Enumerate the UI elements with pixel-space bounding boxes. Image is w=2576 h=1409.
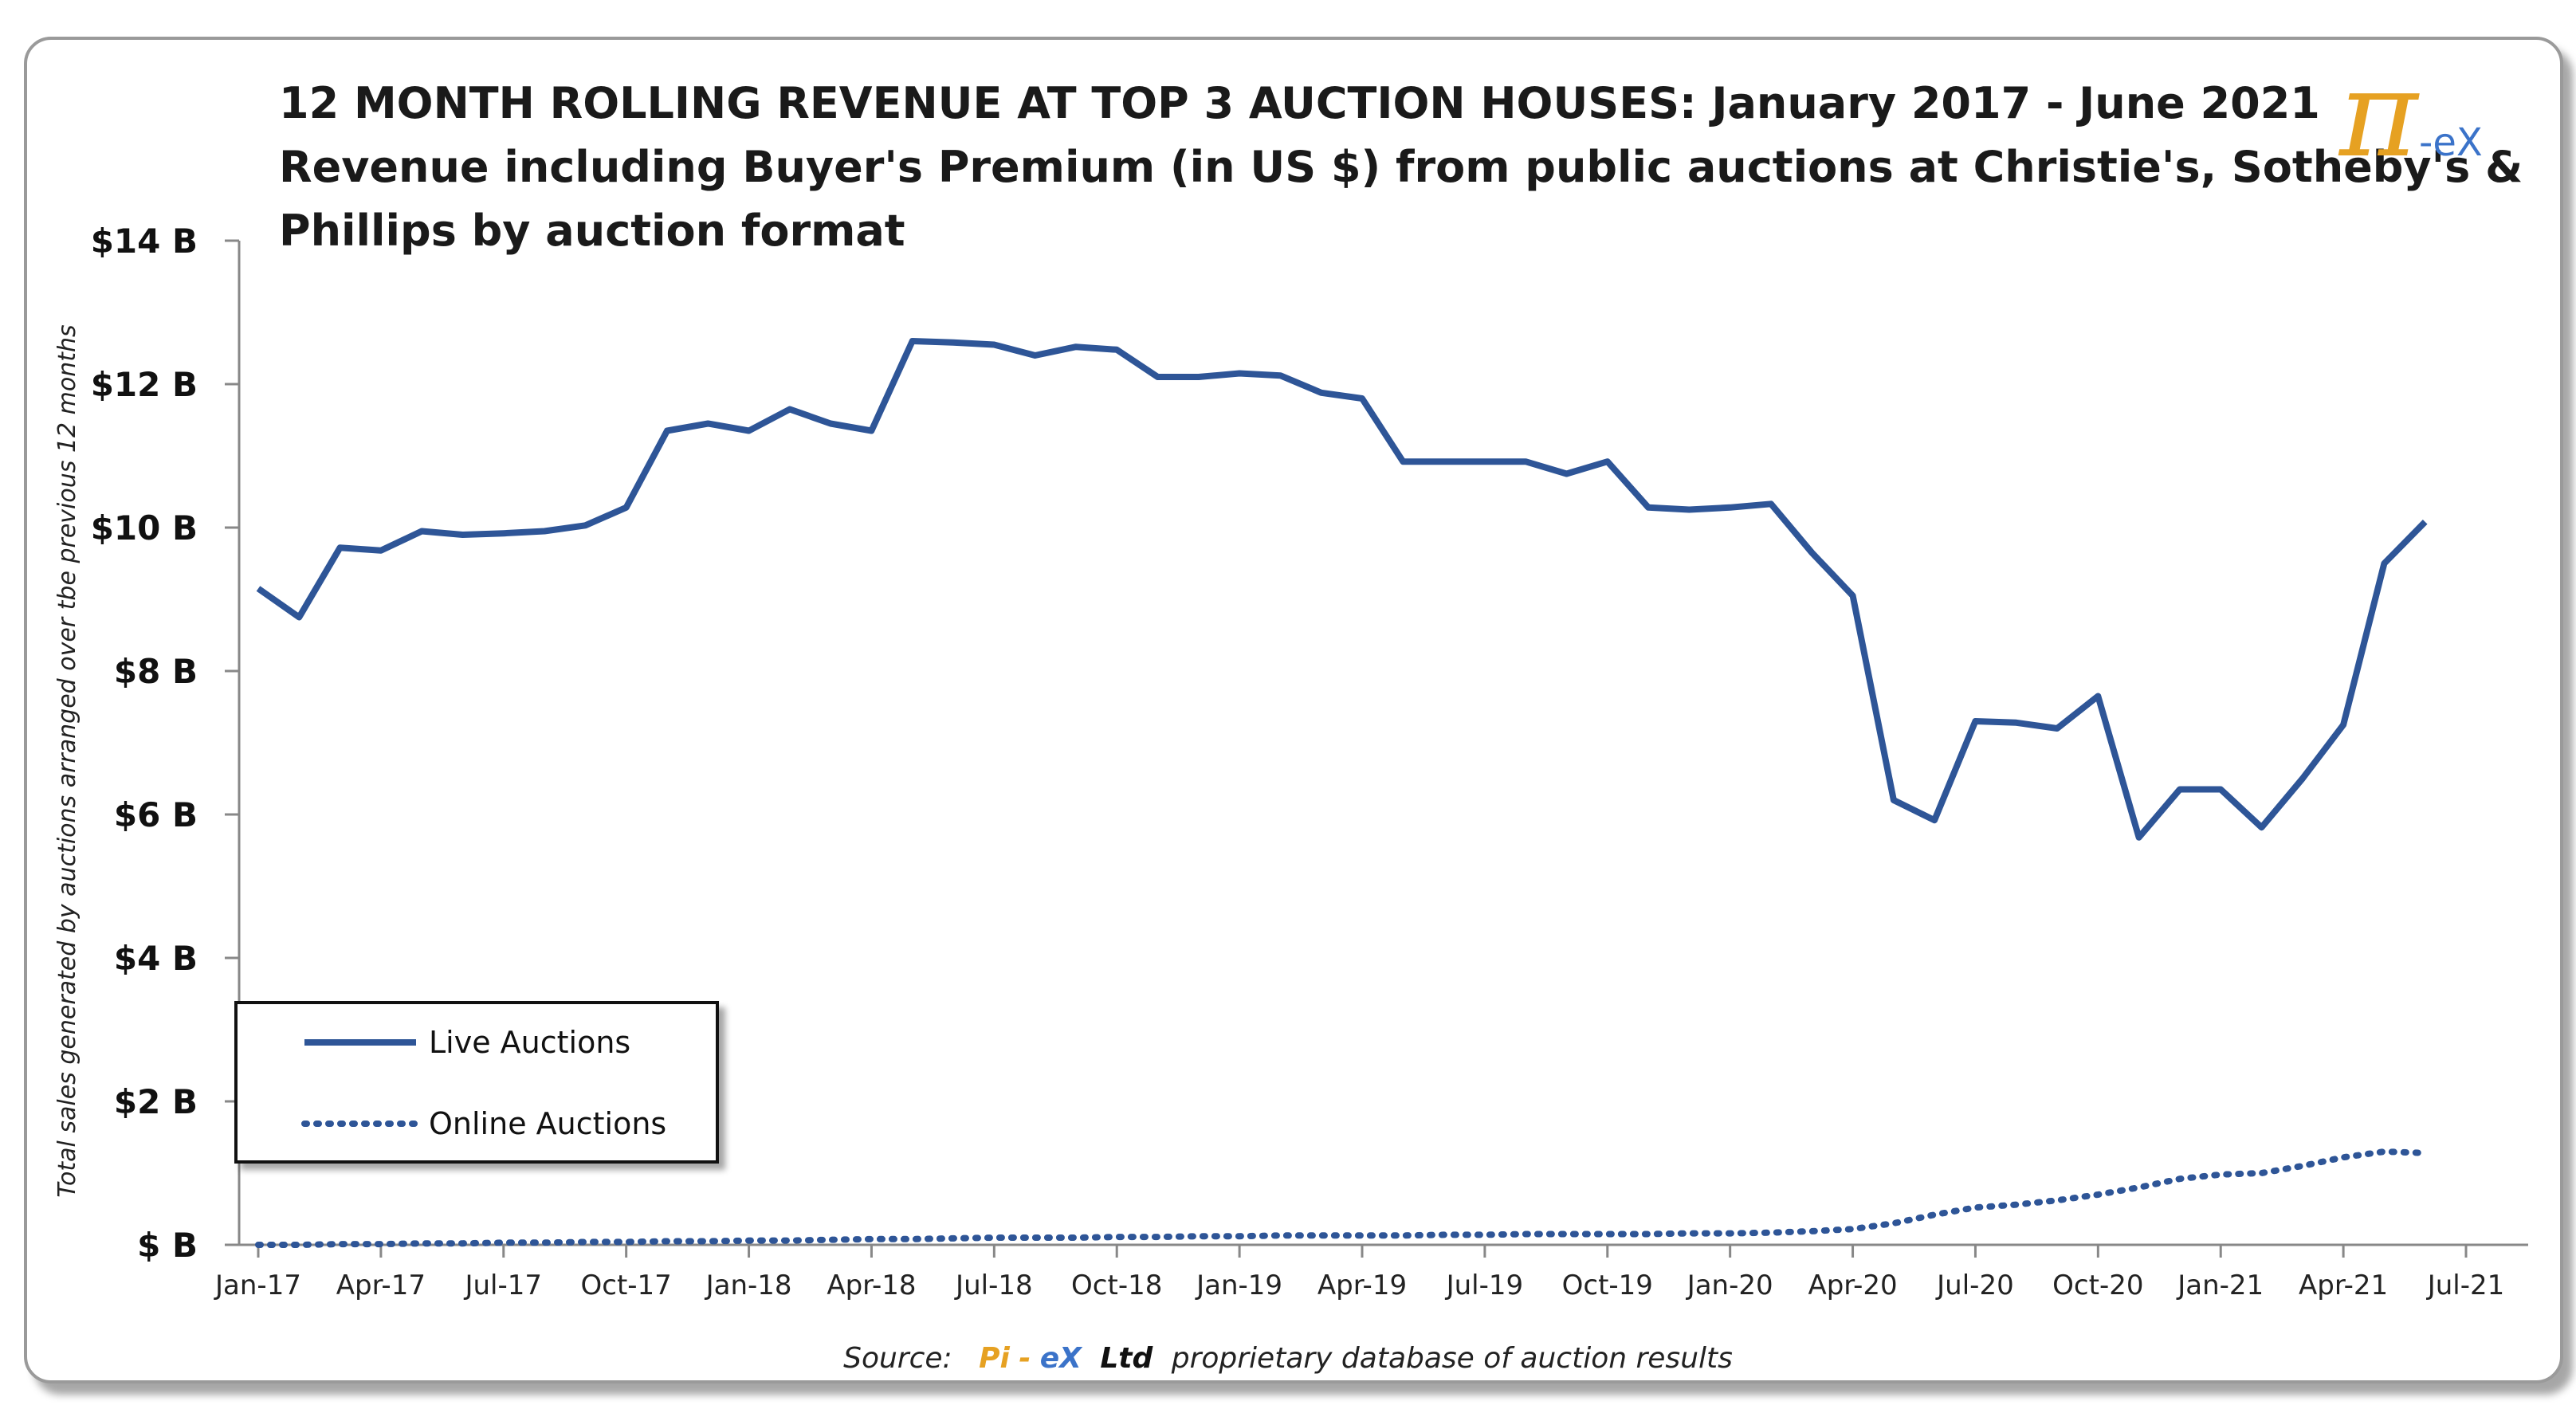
y-tick-label: $8 B (114, 652, 198, 691)
pi-ex-logo: π -eX (2338, 45, 2483, 184)
source-brand-ltd: Ltd (1100, 1342, 1153, 1375)
x-tick-label: Oct-17 (581, 1270, 672, 1301)
x-tick-label: Jan-18 (705, 1270, 792, 1301)
y-tick-label: $10 B (91, 508, 198, 548)
legend-label-online: Online Auctions (429, 1106, 666, 1141)
pi-logo-text: -eX (2419, 120, 2483, 165)
x-tick-label: Jul-21 (2426, 1270, 2505, 1301)
y-tick-label: $12 B (91, 365, 198, 404)
x-ticks: Jan-17 Apr-17 Jul-17 Oct-17 Jan-18 Apr-18 Jul-… (214, 1245, 2504, 1301)
legend-box (234, 1001, 719, 1164)
x-tick-label: Apr-17 (336, 1270, 426, 1301)
x-tick-label: Oct-18 (1071, 1270, 1162, 1301)
x-tick-label: Jan-19 (1195, 1270, 1282, 1301)
chart-title-line-1: 12 MONTH ROLLING REVENUE AT TOP 3 AUCTIO… (279, 78, 2320, 128)
x-tick-label: Oct-19 (1562, 1270, 1653, 1301)
x-tick-label: Jan-21 (2176, 1270, 2264, 1301)
x-tick-label: Jul-20 (1935, 1270, 2014, 1301)
y-tick-label: $ B (137, 1226, 198, 1265)
x-tick-label: Jan-20 (1686, 1270, 1773, 1301)
x-tick-label: Apr-20 (1808, 1270, 1897, 1301)
x-tick-label: Apr-18 (827, 1270, 916, 1301)
y-tick-label: $2 B (114, 1082, 198, 1121)
source-suffix: proprietary database of auction results (1171, 1342, 1733, 1375)
source-brand-dash: - (1019, 1342, 1031, 1375)
x-tick-label: Apr-19 (1317, 1270, 1407, 1301)
y-axis-label: Total sales generated by auctions arrang… (53, 324, 81, 1197)
source-note: Source: Pi - eX Ltd proprietary database… (843, 1342, 1733, 1375)
x-tick-label: Apr-21 (2299, 1270, 2388, 1301)
y-ticks: $ B $2 B $4 B $6 B $8 B $10 B $12 B $14 B (91, 222, 239, 1265)
x-tick-label: Jul-17 (463, 1270, 542, 1301)
x-tick-label: Jul-18 (954, 1270, 1033, 1301)
y-tick-label: $4 B (114, 939, 198, 978)
chart-title-line-3: Phillips by auction format (279, 206, 905, 256)
x-tick-label: Jul-19 (1445, 1270, 1524, 1301)
source-brand-pi: Pi (979, 1342, 1010, 1375)
y-tick-label: $6 B (114, 795, 198, 834)
pi-logo-symbol: π (2338, 45, 2420, 184)
y-tick-label: $14 B (91, 222, 198, 261)
legend: Live Auctions Online Auctions (234, 1001, 719, 1164)
chart-title-line-2: Revenue including Buyer's Premium (in US… (279, 142, 2523, 192)
series-line-online-auctions (255, 1148, 2429, 1248)
source-brand-ex: eX (1040, 1342, 1083, 1375)
x-tick-label: Oct-20 (2052, 1270, 2143, 1301)
series-line-live-auctions (256, 338, 2428, 841)
legend-label-live: Live Auctions (429, 1025, 630, 1060)
x-tick-label: Jan-17 (214, 1270, 301, 1301)
source-prefix: Source: (843, 1342, 952, 1375)
